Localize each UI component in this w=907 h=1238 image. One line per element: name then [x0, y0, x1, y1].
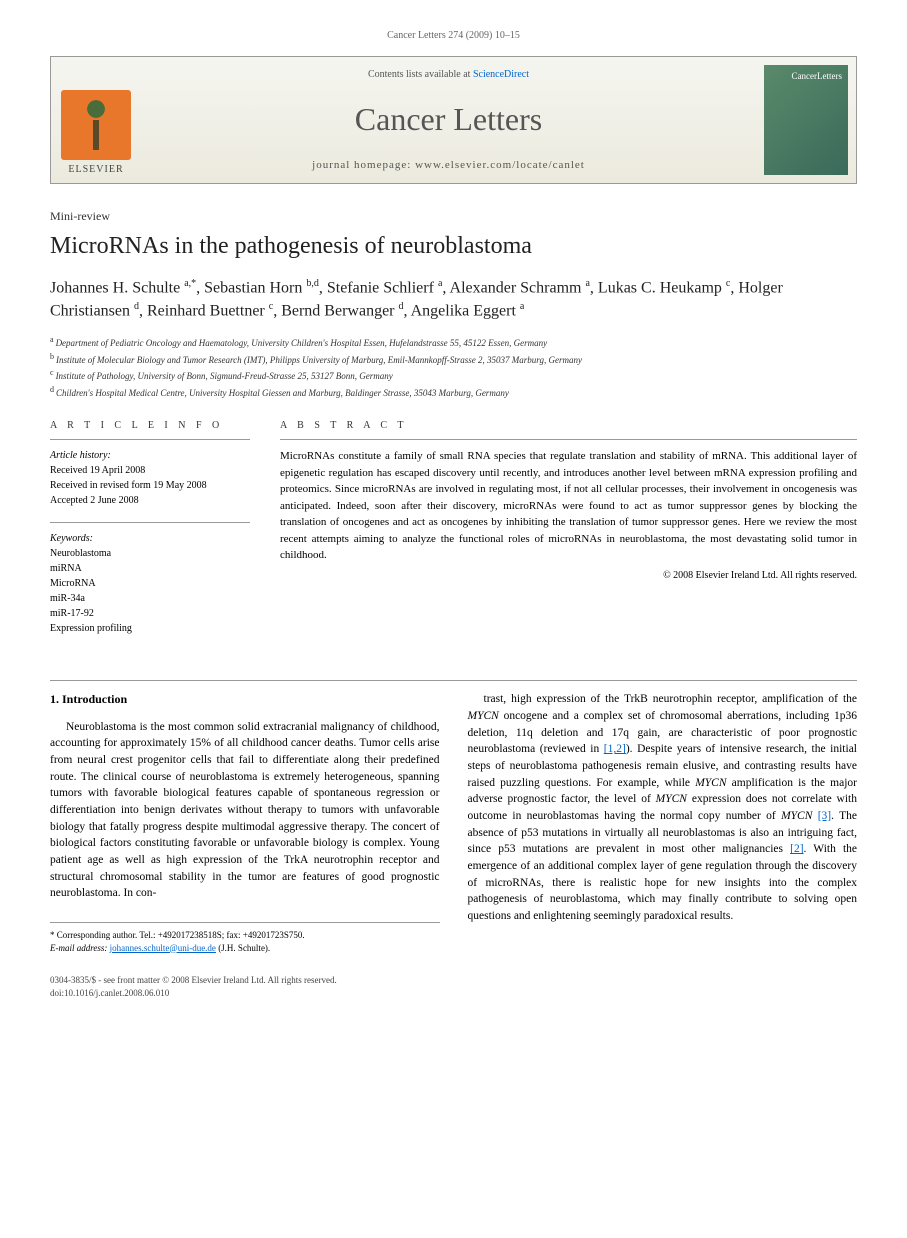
gene-name: MYCN	[781, 810, 812, 822]
article-history-label: Article history:	[50, 448, 250, 463]
intro-paragraph-left: Neuroblastoma is the most common solid e…	[50, 719, 440, 902]
contents-available-line: Contents lists available at ScienceDirec…	[141, 69, 756, 80]
journal-cover-block: CancerLetters	[756, 57, 856, 183]
sciencedirect-link[interactable]: ScienceDirect	[473, 69, 529, 80]
article-title: MicroRNAs in the pathogenesis of neurobl…	[50, 232, 857, 261]
keyword: Neuroblastoma	[50, 546, 250, 561]
divider	[50, 680, 857, 681]
body-column-right: trast, high expression of the TrkB neuro…	[468, 691, 858, 954]
article-type: Mini-review	[50, 209, 857, 224]
abstract-copyright: © 2008 Elsevier Ireland Ltd. All rights …	[280, 570, 857, 581]
keyword: miR-34a	[50, 591, 250, 606]
publisher-name: ELSEVIER	[68, 164, 123, 175]
accepted-date: Accepted 2 June 2008	[50, 493, 250, 508]
running-head: Cancer Letters 274 (2009) 10–15	[50, 30, 857, 41]
keywords-block: Keywords: NeuroblastomamiRNAMicroRNAmiR-…	[50, 522, 250, 636]
contents-prefix: Contents lists available at	[368, 69, 473, 80]
body-column-left: 1. Introduction Neuroblastoma is the mos…	[50, 691, 440, 954]
journal-cover-label: CancerLetters	[792, 71, 842, 81]
article-info-heading: A R T I C L E I N F O	[50, 420, 250, 431]
affiliation: bInstitute of Molecular Biology and Tumo…	[50, 351, 857, 368]
journal-cover-thumbnail: CancerLetters	[764, 65, 848, 175]
citation-link[interactable]: [3]	[818, 810, 831, 822]
email-line: E-mail address: johannes.schulte@uni-due…	[50, 942, 440, 955]
keyword: MicroRNA	[50, 576, 250, 591]
abstract-text: MicroRNAs constitute a family of small R…	[280, 439, 857, 564]
gene-name: MYCN	[656, 793, 687, 805]
homepage-url[interactable]: www.elsevier.com/locate/canlet	[415, 159, 585, 171]
body-columns: 1. Introduction Neuroblastoma is the mos…	[50, 691, 857, 954]
article-info-column: A R T I C L E I N F O Article history: R…	[50, 420, 250, 650]
journal-name: Cancer Letters	[141, 101, 756, 138]
keyword: miRNA	[50, 561, 250, 576]
gene-name: MYCN	[468, 710, 499, 722]
footer-doi-line: doi:10.1016/j.canlet.2008.06.010	[50, 987, 857, 1000]
revised-date: Received in revised form 19 May 2008	[50, 478, 250, 493]
affiliations: aDepartment of Pediatric Oncology and Ha…	[50, 334, 857, 400]
email-suffix: (J.H. Schulte).	[216, 943, 270, 953]
masthead: ELSEVIER Contents lists available at Sci…	[50, 56, 857, 184]
received-date: Received 19 April 2008	[50, 463, 250, 478]
email-link[interactable]: johannes.schulte@uni-due.de	[110, 943, 216, 953]
keywords-label: Keywords:	[50, 531, 250, 546]
journal-homepage-line: journal homepage: www.elsevier.com/locat…	[141, 159, 756, 171]
citation-link[interactable]: [1,2]	[604, 743, 626, 755]
affiliation: dChildren's Hospital Medical Centre, Uni…	[50, 384, 857, 401]
email-label: E-mail address:	[50, 943, 107, 953]
corresponding-line: * Corresponding author. Tel.: +492017238…	[50, 929, 440, 942]
homepage-prefix: journal homepage:	[312, 159, 415, 171]
citation-link[interactable]: [2]	[790, 843, 803, 855]
abstract-heading: A B S T R A C T	[280, 420, 857, 431]
elsevier-tree-icon	[61, 90, 131, 160]
gene-name: MYCN	[695, 777, 726, 789]
abstract-column: A B S T R A C T MicroRNAs constitute a f…	[280, 420, 857, 650]
body-text: trast, high expression of the TrkB neuro…	[484, 693, 858, 705]
section-heading-intro: 1. Introduction	[50, 691, 440, 708]
keyword: miR-17-92	[50, 606, 250, 621]
intro-paragraph-right: trast, high expression of the TrkB neuro…	[468, 691, 858, 924]
corresponding-footnote: * Corresponding author. Tel.: +492017238…	[50, 922, 440, 954]
article-history-block: Article history: Received 19 April 2008 …	[50, 439, 250, 508]
page-footer: 0304-3835/$ - see front matter © 2008 El…	[50, 974, 857, 999]
publisher-logo-block: ELSEVIER	[51, 57, 141, 183]
masthead-center: Contents lists available at ScienceDirec…	[141, 57, 756, 183]
affiliation: aDepartment of Pediatric Oncology and Ha…	[50, 334, 857, 351]
footer-issn-line: 0304-3835/$ - see front matter © 2008 El…	[50, 974, 857, 987]
author-list: Johannes H. Schulte a,*, Sebastian Horn …	[50, 277, 857, 322]
keyword: Expression profiling	[50, 621, 250, 636]
affiliation: cInstitute of Pathology, University of B…	[50, 367, 857, 384]
